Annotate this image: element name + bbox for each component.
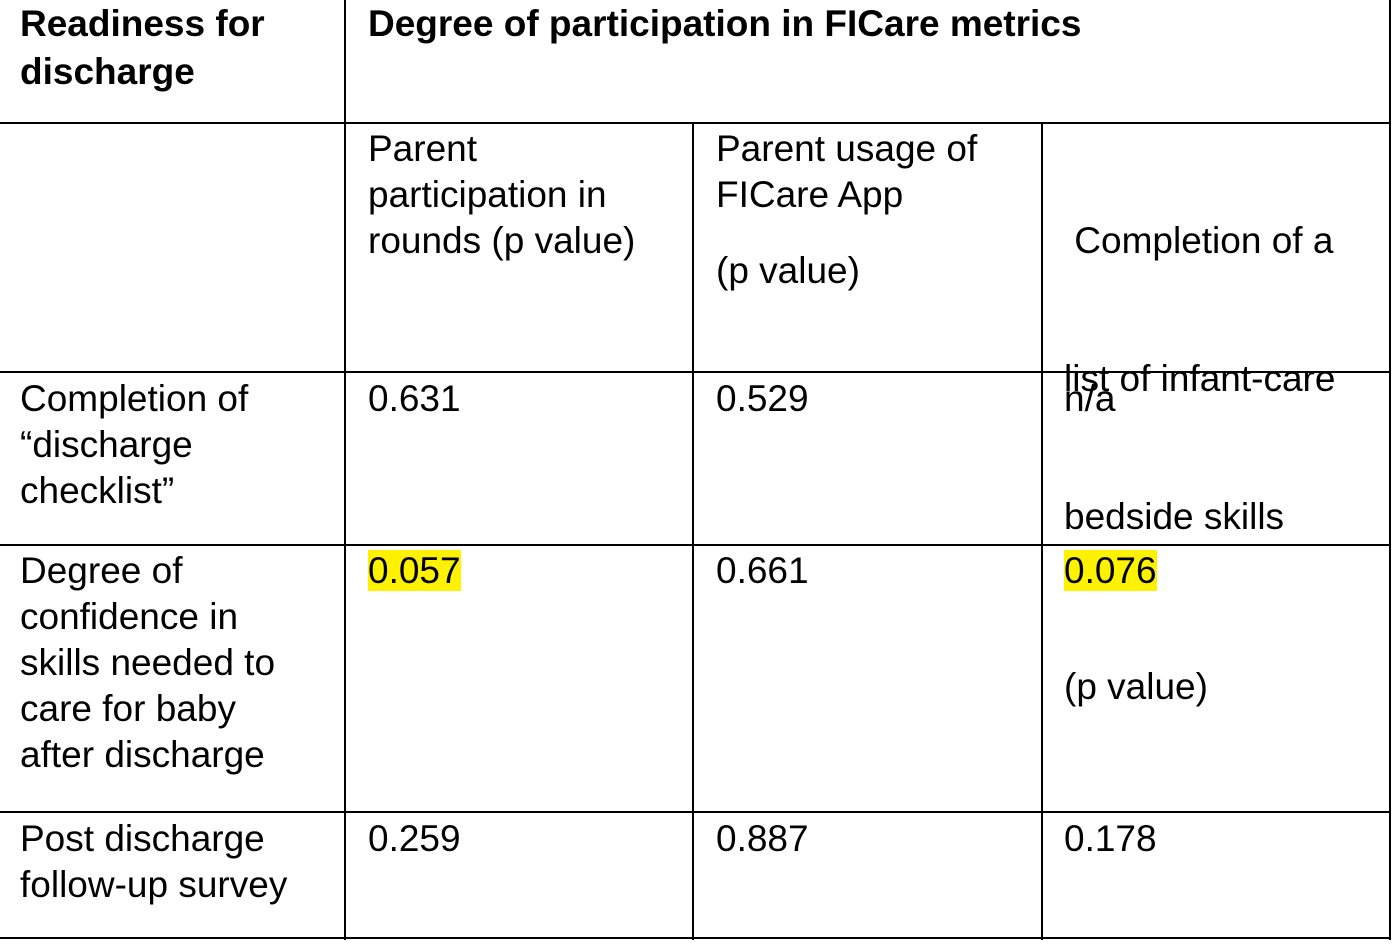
- table-cell: 0.887: [716, 818, 809, 859]
- grid-line: [692, 123, 694, 940]
- column-header-app: Parent usage of FICare App (p value): [716, 126, 1036, 294]
- row-label-discharge-checklist: Completion of “discharge checklist”: [20, 378, 249, 511]
- table-cell-highlighted: 0.076: [1064, 548, 1157, 594]
- table-cell: 0.661: [716, 550, 809, 591]
- highlight-mark: 0.076: [1064, 550, 1157, 591]
- corner-header: Readiness for discharge: [20, 3, 265, 92]
- column-header-rounds: Parent participation in rounds (p value): [368, 128, 636, 261]
- highlight-mark: 0.057: [368, 550, 461, 591]
- grid-line: [344, 0, 346, 940]
- grid-line: [1041, 123, 1043, 940]
- column-header-skills: Completion of a list of infant-care beds…: [1064, 126, 1386, 802]
- column-header-suffix: (p value): [716, 250, 860, 291]
- column-header-suffix: (p value): [1064, 666, 1208, 707]
- grid-line: [0, 371, 1391, 373]
- grid-line: [0, 937, 1391, 939]
- table-cell: 0.178: [1064, 818, 1157, 859]
- table-cell-highlighted: 0.057: [368, 548, 461, 594]
- grid-line: [0, 811, 1391, 813]
- grid-line: [0, 544, 1391, 546]
- row-label-follow-up-survey: Post discharge follow-up survey: [20, 818, 288, 905]
- grid-line: [0, 122, 1391, 124]
- table-cell: 0.529: [716, 378, 809, 419]
- grid-line: [1389, 0, 1391, 940]
- table-cell: 0.631: [368, 378, 461, 419]
- table-cell: n/a: [1064, 378, 1116, 419]
- row-label-confidence: Degree of confidence in skills needed to…: [20, 550, 276, 775]
- group-header: Degree of participation in FICare metric…: [368, 3, 1082, 44]
- table-cell: 0.259: [368, 818, 461, 859]
